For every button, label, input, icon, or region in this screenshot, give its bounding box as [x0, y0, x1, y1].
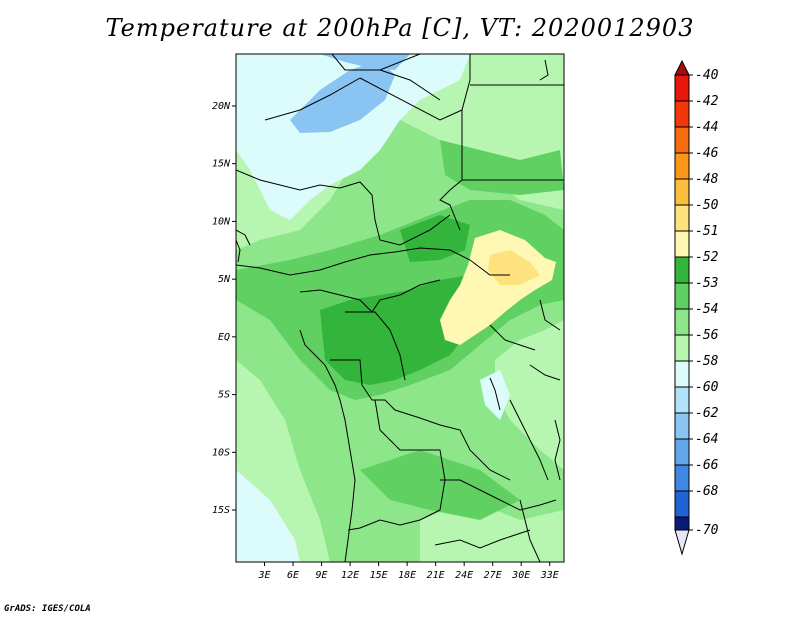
colorbar-label: -54	[695, 302, 718, 317]
colorbar-swatch	[674, 152, 690, 180]
longitude-axis: 3E 6E 9E 12E 15E 18E 21E 24E 27E 30E 33E	[257, 562, 559, 581]
colorbar-swatch	[674, 490, 690, 518]
country-borders	[236, 54, 564, 562]
colorbar-swatch	[674, 360, 690, 388]
colorbar-label: -64	[695, 432, 718, 447]
colorbar-swatch	[674, 282, 690, 310]
temperature-field	[236, 54, 564, 562]
colorbar-swatch	[674, 230, 690, 258]
colorbar-label: -51	[695, 224, 718, 239]
colorbar-swatch	[674, 256, 690, 284]
colorbar-swatch	[674, 516, 690, 531]
lon-label: 12E	[341, 570, 359, 581]
colorbar-swatch	[674, 178, 690, 206]
colorbar-label: -70	[695, 523, 719, 538]
colorbar-bottom-arrow	[674, 529, 690, 556]
colorbar-swatch	[674, 308, 690, 336]
lon-label: 15E	[370, 570, 388, 581]
grads-credit: GrADS: IGES/COLA	[4, 604, 91, 614]
colorbar-swatch	[674, 412, 690, 440]
colorbar-label: -40	[695, 68, 719, 83]
lon-label: 30E	[511, 570, 530, 581]
colorbar-label: -66	[695, 458, 719, 473]
colorbar-swatch	[674, 74, 690, 102]
colorbar-label: -44	[695, 120, 718, 135]
colorbar-label: -46	[695, 146, 719, 161]
colorbar-label: -52	[695, 250, 719, 265]
lon-label: 27E	[484, 570, 502, 581]
colorbar-swatch	[674, 100, 690, 128]
colorbar-label: -60	[695, 380, 719, 395]
lon-label: 18E	[398, 570, 416, 581]
map-frame	[235, 53, 565, 563]
map-title: Temperature at 200hPa [C], VT: 202001290…	[105, 14, 695, 42]
colorbar-swatch	[674, 464, 690, 492]
colorbar-label: -50	[695, 198, 719, 213]
colorbar-swatch	[674, 334, 690, 362]
colorbar-swatch	[674, 204, 690, 232]
colorbar: -40 -42 -44 -46 -48 -50 -51 -52 -53 -54 -56 -58 -60 -…	[674, 59, 719, 556]
lat-label: 10N	[212, 216, 231, 227]
colorbar-label: -58	[695, 354, 719, 369]
colorbar-label: -42	[695, 94, 719, 109]
lon-label: 6E	[287, 570, 299, 581]
lon-label: 21E	[427, 570, 445, 581]
colorbar-label: -53	[695, 276, 718, 291]
lon-label: 9E	[316, 570, 328, 581]
lat-label: EQ	[218, 332, 230, 343]
colorbar-label: -56	[695, 328, 719, 343]
colorbar-swatch	[674, 386, 690, 414]
colorbar-swatch	[674, 438, 690, 466]
colorbar-label: -48	[695, 172, 719, 187]
lat-label: 15S	[212, 505, 230, 516]
lon-label: 24E	[455, 570, 473, 581]
lat-label: 5N	[218, 274, 231, 285]
colorbar-top-arrow	[674, 59, 690, 76]
colorbar-label: -62	[695, 406, 719, 421]
colorbar-swatch	[674, 126, 690, 154]
lat-label: 5S	[218, 390, 230, 401]
lon-label: 33E	[540, 570, 559, 581]
colorbar-label: -68	[695, 484, 719, 499]
lon-label: 3E	[257, 570, 270, 581]
latitude-axis: 20N 15N 10N 5N EQ 5S 10S 15S	[212, 101, 236, 516]
lat-label: 10S	[212, 447, 230, 458]
lat-label: 20N	[212, 101, 231, 112]
lat-label: 15N	[212, 159, 231, 170]
